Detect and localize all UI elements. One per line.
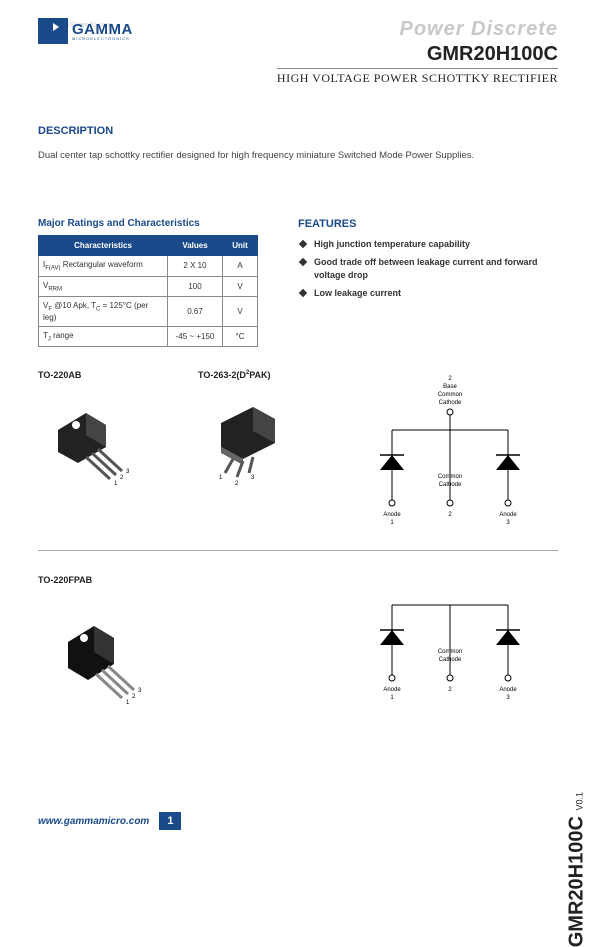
svg-text:Cathode: Cathode [439, 482, 462, 488]
svg-text:Common: Common [438, 649, 462, 655]
logo-icon [38, 18, 68, 44]
description-section: DESCRIPTION Dual center tap schottky rec… [38, 125, 558, 165]
package-to220ab-icon: 3 2 1 [38, 390, 148, 490]
svg-text:1: 1 [390, 695, 394, 701]
svg-text:Anode: Anode [383, 512, 401, 518]
table-row: TJ range -45 ~ +150 °C [39, 326, 258, 347]
svg-text:1: 1 [390, 520, 394, 526]
col-values: Values [168, 236, 223, 256]
footer: www.gammamicro.com 1 [38, 812, 596, 830]
description-text: Dual center tap schottky rectifier desig… [38, 147, 558, 165]
logo: GAMMA MICROELECTRONICS [38, 18, 133, 44]
diamond-icon [299, 240, 307, 248]
logo-text-sub: MICROELECTRONICS [72, 36, 133, 41]
category-title: Power Discrete [277, 18, 558, 41]
package-to263-icon: 1 2 3 [198, 390, 308, 490]
divider [38, 550, 558, 551]
svg-text:3: 3 [506, 520, 510, 526]
svg-text:3: 3 [251, 475, 255, 481]
table-row: VRRM 100 V [39, 276, 258, 297]
svg-text:Anode: Anode [499, 687, 517, 693]
svg-text:1: 1 [114, 481, 118, 487]
svg-text:3: 3 [126, 469, 130, 475]
table-row: IF(AV) Rectangular waveform 2 X 10 A [39, 256, 258, 277]
svg-text:2: 2 [448, 512, 452, 518]
svg-text:Anode: Anode [383, 687, 401, 693]
part-number: GMR20H100C [277, 43, 558, 66]
svg-text:Anode: Anode [499, 512, 517, 518]
circuit-diagram-bottom: Anode 1 Anode 3 Common Cathode 2 [358, 575, 548, 715]
ratings-section: Major Ratings and Characteristics Charac… [38, 218, 258, 347]
package-label-to220ab: TO-220AB [38, 370, 198, 380]
svg-text:3: 3 [506, 695, 510, 701]
svg-text:1: 1 [126, 700, 130, 706]
svg-text:2: 2 [120, 475, 124, 481]
package-to220fpab-icon: 3 2 1 [38, 595, 168, 715]
svg-text:2: 2 [448, 376, 452, 382]
features-heading: FEATURES [298, 218, 558, 230]
package-label-to263: TO-263-2(D2PAK) [198, 370, 358, 380]
svg-text:Cathode: Cathode [439, 400, 462, 406]
svg-text:2: 2 [132, 694, 136, 700]
svg-text:1: 1 [219, 475, 223, 481]
title-block: Power Discrete GMR20H100C HIGH VOLTAGE P… [277, 18, 558, 86]
footer-url: www.gammamicro.com [38, 816, 149, 827]
subtitle: HIGH VOLTAGE POWER SCHOTTKY RECTIFIER [277, 71, 558, 86]
col-characteristics: Characteristics [39, 236, 168, 256]
feature-item: High junction temperature capability [298, 238, 558, 252]
diamond-icon [299, 288, 307, 296]
svg-text:2: 2 [235, 481, 239, 487]
svg-text:Common: Common [438, 474, 462, 480]
description-heading: DESCRIPTION [38, 125, 558, 137]
col-unit: Unit [223, 236, 258, 256]
page-number: 1 [159, 812, 181, 830]
svg-text:Common: Common [438, 392, 462, 398]
features-section: FEATURES High junction temperature capab… [298, 218, 558, 347]
svg-text:Cathode: Cathode [439, 657, 462, 663]
ratings-table: Characteristics Values Unit IF(AV) Recta… [38, 235, 258, 347]
svg-text:2: 2 [448, 687, 452, 693]
package-row-2: TO-220FPAB 3 2 1 [38, 575, 558, 715]
diamond-icon [299, 257, 307, 265]
circuit-diagram-top: 2 Base Common Cathode Anode 1 [358, 370, 548, 540]
package-label-to220fpab: TO-220FPAB [38, 575, 358, 585]
table-row: VF @10 Apk, TC = 125°C (per leg) 0.67 V [39, 297, 258, 327]
package-row-1: TO-220AB 3 2 1 TO-263-2(D2PAK) [38, 370, 558, 540]
svg-text:3: 3 [138, 688, 142, 694]
header: GAMMA MICROELECTRONICS Power Discrete GM… [38, 18, 558, 47]
ratings-heading: Major Ratings and Characteristics [38, 218, 258, 229]
feature-item: Good trade off between leakage current a… [298, 256, 558, 283]
svg-text:Base: Base [443, 384, 457, 390]
feature-item: Low leakage current [298, 287, 558, 301]
